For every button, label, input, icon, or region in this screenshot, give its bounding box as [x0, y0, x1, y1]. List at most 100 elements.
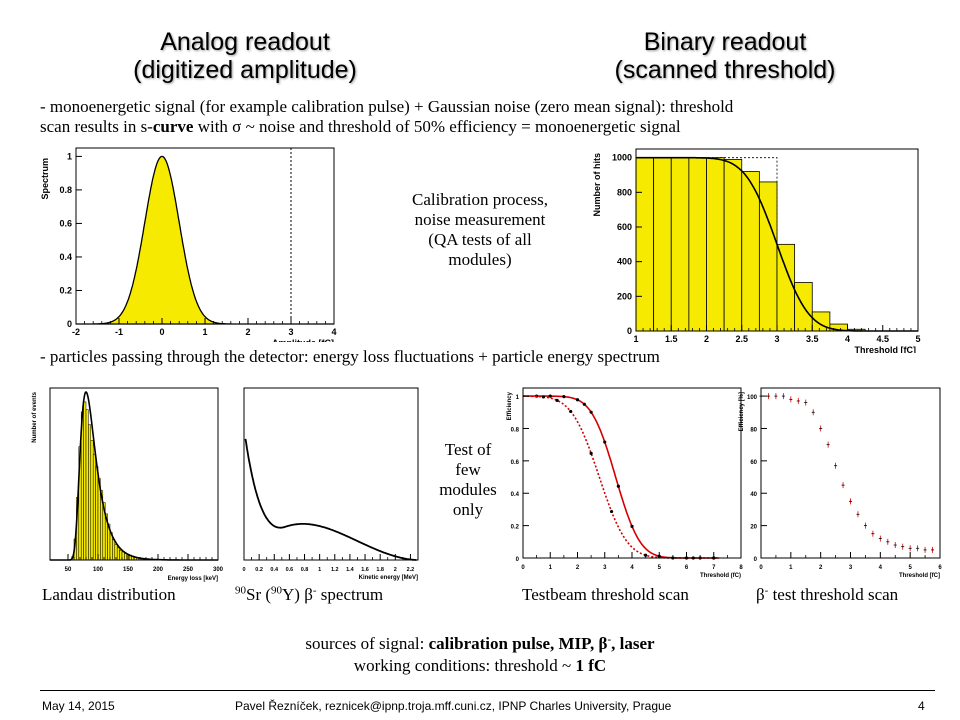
- sources-line2: working conditions: threshold ~ 1 fC: [0, 656, 960, 676]
- bullet-monoenergetic-line1: - monoenergetic signal (for example cali…: [40, 97, 734, 116]
- sr-xtick-label: 2: [394, 567, 397, 573]
- caption-sr-b: Y) β: [282, 585, 313, 604]
- landau-bar: [90, 440, 94, 561]
- beta-ytick-label: 80: [750, 427, 757, 433]
- testbeam-ytick-label: 0.8: [511, 427, 520, 433]
- sr-xtick-label: 0.4: [270, 567, 279, 573]
- sr-xtick-label: 1.8: [376, 567, 384, 573]
- bullet-monoenergetic-line2: scan results in s-curve with σ ~ noise a…: [40, 117, 681, 137]
- caption-sr-c: spectrum: [316, 585, 384, 604]
- spectrum-xlabel: Amplitude [fC]: [272, 338, 334, 342]
- hits-ytick-label: 0: [627, 326, 632, 336]
- beta-xtick-label: 4: [879, 565, 883, 571]
- plot-landau: 50 100 150 200 250 300 Energy loss [keV] Number…: [28, 380, 223, 585]
- plot-landau-svg: 50 100 150 200 250 300 Energy loss [keV] Number…: [32, 387, 223, 582]
- sources-line1: sources of signal: calibration pulse, MI…: [0, 634, 960, 654]
- spectrum-xtick-label: 3: [288, 327, 293, 337]
- sources-line2-bold: 1 fC: [575, 656, 607, 675]
- test-line4: only: [452, 500, 484, 519]
- beta-frame: [760, 387, 941, 559]
- testbeam-ylabel: Efficiency: [507, 391, 513, 420]
- calibration-line4: modules): [448, 250, 512, 269]
- bullet-line2-bold: curve: [152, 117, 194, 136]
- spectrum-ylabel: Spectrum: [40, 158, 50, 200]
- testbeam-xtick-label: 7: [712, 565, 716, 571]
- testbeam-series-1-point: [575, 398, 580, 402]
- hits-bar: [776, 243, 796, 332]
- beta-xtick-label: 1: [789, 565, 793, 571]
- test-line2: few: [455, 460, 481, 479]
- hits-xtick-label: 1: [633, 334, 638, 344]
- beta-xtick-label: 0: [759, 565, 763, 571]
- landau-bar: [92, 453, 96, 561]
- beta-ytick-label: 40: [750, 492, 757, 498]
- calibration-line2: noise measurement: [414, 210, 546, 229]
- spectrum-ytick-label: 0.6: [59, 218, 72, 228]
- sources-line1-sup: -: [607, 633, 612, 646]
- plot-hits-svg: 1 1.5 2 2.5 3 3.5 4 4.5 5 0 200 400 600 800 1000 Thresh…: [592, 148, 921, 353]
- caption-testbeam: Testbeam threshold scan: [522, 585, 689, 604]
- beta-xlabel: Threshold [fC]: [899, 573, 940, 579]
- calibration-text: Calibration process, noise measurement (…: [385, 190, 575, 270]
- hits-xtick-label: 2.5: [735, 334, 748, 344]
- spectrum-ytick-label: 0: [67, 319, 72, 329]
- spectrum-gaussian-area: [76, 155, 334, 325]
- landau-xtick-label: 300: [213, 567, 223, 573]
- landau-bar: [85, 409, 89, 561]
- sr-xtick-label: 2.2: [407, 567, 415, 573]
- hits-bar: [723, 158, 743, 332]
- sources-text: sources of signal: calibration pulse, MI…: [0, 634, 960, 676]
- landau-xtick-label: 250: [183, 567, 194, 573]
- sr-frame: [243, 387, 419, 561]
- testbeam-series-2-point: [569, 409, 573, 414]
- testbeam-frame: [522, 387, 742, 559]
- sr-xtick-label: 1.6: [361, 567, 369, 573]
- testbeam-xtick-label: 3: [603, 565, 607, 571]
- hits-xtick-label: 2: [704, 334, 709, 344]
- hits-bar: [635, 157, 655, 332]
- landau-bar: [112, 539, 116, 561]
- testbeam-series-2-curve: [523, 395, 720, 559]
- beta-xtick-label: 5: [908, 565, 912, 571]
- hits-ytick-label: 800: [617, 187, 632, 197]
- sr-spectrum-curve: [244, 438, 417, 561]
- plot-hits: 1 1.5 2 2.5 3 3.5 4 4.5 5 0 200 400 600 800 1000 Thresh…: [590, 143, 930, 353]
- title-binary-line2: (scanned threshold): [614, 56, 836, 84]
- beta-xtick-label: 3: [849, 565, 853, 571]
- plot-sr: 0 0.2 0.4 0.6 0.8 1 1.2 1.4 1.6 1.8 2 2.2 Kinetic en…: [238, 380, 423, 585]
- bullet-line2-b: with σ ~ noise and threshold of 50% effi…: [193, 117, 681, 136]
- hits-bar: [688, 157, 707, 332]
- title-binary: Binary readout (scanned threshold): [575, 28, 875, 84]
- hits-bar: [741, 171, 760, 332]
- sr-xtick-label: 0.8: [301, 567, 309, 573]
- testbeam-series-2-point: [541, 395, 546, 399]
- spectrum-xtick-label: 4: [331, 327, 336, 337]
- landau-bar: [83, 401, 87, 561]
- caption-beta: β- test threshold scan: [756, 585, 898, 605]
- beta-ytick-label: 60: [750, 460, 757, 466]
- title-analog-line1: Analog readout: [160, 28, 330, 56]
- calibration-line3: (QA tests of all: [428, 230, 532, 249]
- hits-ytick-label: 200: [617, 291, 632, 301]
- caption-beta-sup: -: [764, 584, 769, 597]
- landau-xlabel: Energy loss [keV]: [168, 576, 218, 582]
- hits-xtick-label: 1.5: [665, 334, 678, 344]
- beta-ytick-label: 100: [747, 395, 758, 401]
- landau-ylabel: Number of events: [32, 391, 38, 442]
- hits-bar: [653, 157, 672, 332]
- beta-ytick-label: 20: [750, 525, 757, 531]
- testbeam-series-1-point: [630, 524, 634, 528]
- footer-page: 4: [918, 699, 925, 713]
- spectrum-ytick-label: 0.8: [59, 185, 72, 195]
- footer-rule: [40, 690, 935, 691]
- spectrum-frame: [75, 147, 335, 325]
- caption-sr-sup2: 90: [271, 584, 283, 597]
- testbeam-series-2-point: [609, 509, 614, 514]
- test-line1: Test of: [444, 440, 492, 459]
- sr-xlabel: Kinetic energy [MeV]: [359, 575, 418, 581]
- testbeam-series-2-point: [555, 398, 559, 402]
- testbeam-xtick-label: 5: [658, 565, 662, 571]
- footer-author: Pavel Řezníček, reznicek@ipnp.troja.mff.…: [235, 699, 672, 713]
- testbeam-ytick-label: 1: [516, 395, 520, 401]
